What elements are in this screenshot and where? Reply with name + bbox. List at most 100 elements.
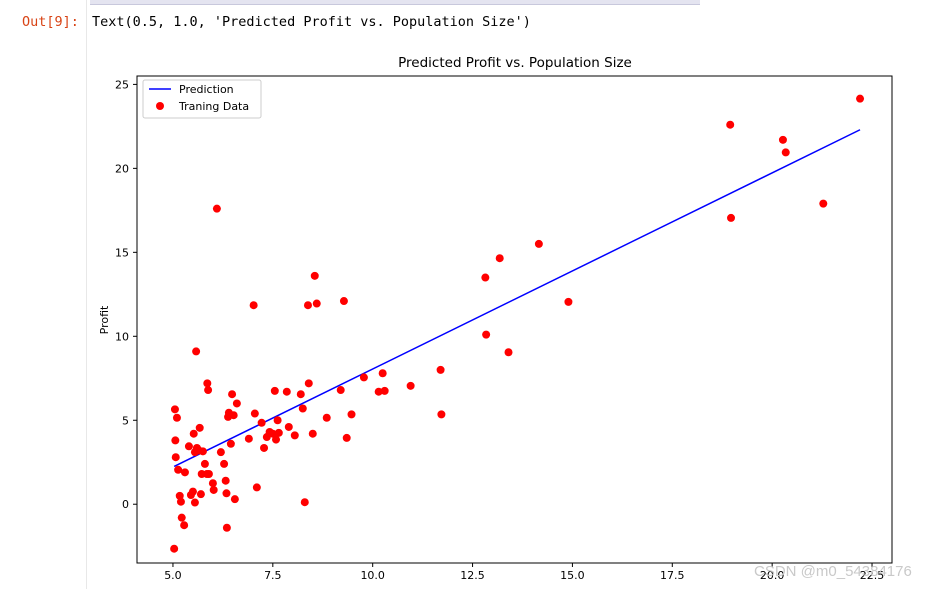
data-point [222,523,231,532]
chart-title: Predicted Profit vs. Population Size [398,55,632,71]
output-prompt: Out[9]: [22,14,79,30]
data-point [268,429,277,438]
data-point [252,483,261,492]
x-tick-label: 5.0 [164,569,182,582]
data-point [336,386,345,395]
data-point [347,410,356,419]
data-point [290,431,299,440]
data-point [274,428,283,437]
x-tick-label: 15.0 [560,569,585,582]
legend-marker-swatch [156,102,164,110]
data-point [172,413,181,422]
x-tick-label: 10.0 [360,569,385,582]
data-point [481,273,490,282]
data-point [216,448,225,457]
data-point [177,513,186,522]
data-point [727,213,736,222]
x-tick-label: 22.5 [860,569,885,582]
data-point [228,390,237,399]
data-point [200,459,209,468]
legend-label-prediction: Prediction [179,83,234,96]
data-point [312,299,321,308]
data-point [260,443,269,452]
data-point [322,413,331,422]
data-point [174,465,183,474]
data-point [209,485,218,494]
data-point [232,399,241,408]
data-point [298,404,307,413]
data-point [244,434,253,443]
data-point [504,348,513,357]
data-point [249,301,258,310]
data-point [220,459,229,468]
output-text: Text(0.5, 1.0, 'Predicted Profit vs. Pop… [92,14,531,30]
x-tick-label: 20.0 [760,569,785,582]
data-point [495,254,504,263]
data-point [564,297,573,306]
data-point [192,347,201,356]
data-point [226,439,235,448]
data-point [436,365,445,374]
legend-box [142,79,262,119]
data-point [222,489,231,498]
y-axis-label: Profit [98,305,111,334]
data-point [380,386,389,395]
data-point [272,435,281,444]
data-point [212,204,221,213]
data-point [482,330,491,339]
data-point [171,436,180,445]
data-point [304,379,313,388]
data-point [180,521,189,530]
data-point [257,418,266,427]
legend-label-training-data: Traning Data [178,100,249,113]
data-point [282,387,291,396]
data-point [195,423,204,432]
data-point [359,373,368,382]
watermark: CSDN @m0_54384176 [754,563,912,580]
data-point [303,301,312,310]
y-tick-label: 15 [115,246,129,259]
x-tick-label: 12.5 [460,569,485,582]
data-point [378,369,387,378]
prediction-line [173,129,861,468]
data-point [726,120,735,129]
data-point [310,271,319,280]
data-point [229,411,238,420]
data-point [204,386,213,395]
y-tick-label: 10 [115,330,129,343]
data-point [189,429,198,438]
data-point [184,442,193,451]
data-point [296,390,305,399]
y-tick-label: 25 [115,78,129,91]
data-point [208,479,217,488]
data-point [250,409,259,418]
data-point [204,469,213,478]
data-point [170,544,179,553]
data-point [534,239,543,248]
data-point [819,199,828,208]
data-point [170,405,179,414]
data-point [180,468,189,477]
data-point [339,297,348,306]
data-point [300,498,309,507]
data-point [198,447,207,456]
data-point [230,495,239,504]
data-point [856,94,865,103]
data-point [188,487,197,496]
y-tick-label: 0 [122,498,129,511]
data-point [171,453,180,462]
data-point [221,476,230,485]
data-point [284,422,293,431]
x-tick-label: 7.5 [264,569,282,582]
plot-area: 5.0 7.5 10.0 12.5 15.0 17.5 20.0 22.5 0 5 10 15 20 25… [115,75,893,582]
x-tick-label: 17.5 [660,569,685,582]
data-point [196,490,205,499]
data-point [273,416,282,425]
data-point [342,433,351,442]
legend: Prediction Traning Data [142,79,262,119]
cell-top-bar [90,0,700,5]
prompt-column [0,0,87,589]
plot-frame [136,75,893,564]
y-tick-label: 20 [115,162,129,175]
